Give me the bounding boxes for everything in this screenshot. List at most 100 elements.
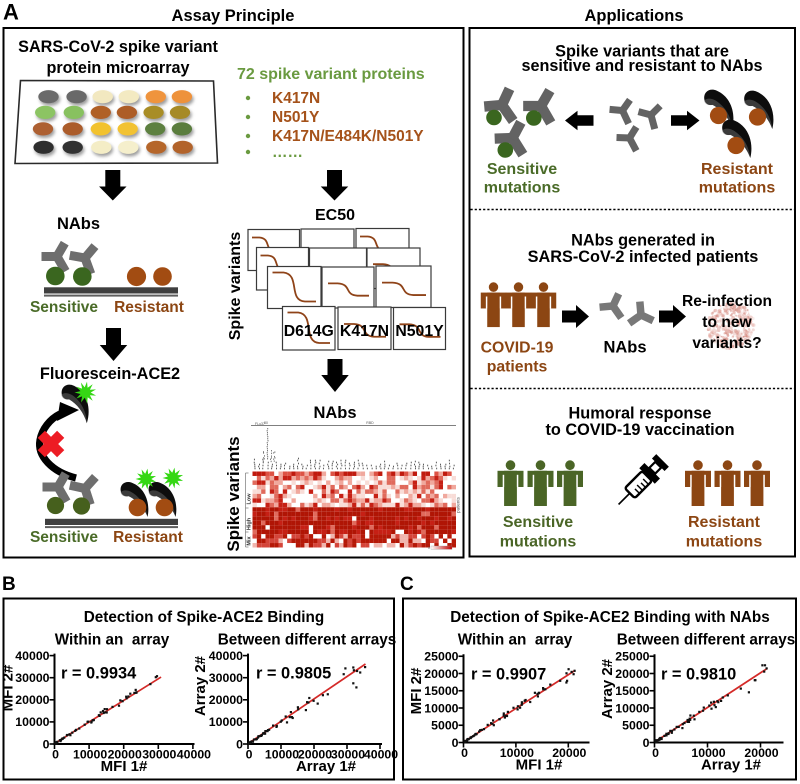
- svg-text:MFI 1#: MFI 1#: [516, 757, 563, 774]
- svg-text:10000: 10000: [209, 715, 243, 729]
- svg-text:20000: 20000: [209, 693, 243, 707]
- svg-text:0: 0: [652, 746, 659, 760]
- svg-text:FLu37: FLu37: [255, 422, 265, 426]
- svg-text:10000: 10000: [265, 748, 299, 762]
- svg-text:15000: 15000: [615, 684, 649, 698]
- svg-text:N501Y: N501Y: [272, 109, 320, 126]
- svg-text:10000: 10000: [615, 701, 649, 715]
- svg-text:5000: 5000: [431, 719, 459, 733]
- svg-text:Within an array: Within an array: [55, 632, 170, 649]
- svg-text:20000: 20000: [108, 748, 142, 762]
- svg-text:mutations: mutations: [484, 180, 561, 197]
- svg-text:SARS-CoV-2 spike variant: SARS-CoV-2 spike variant: [18, 38, 218, 56]
- svg-text:0: 0: [428, 546, 430, 550]
- svg-text:10000: 10000: [424, 701, 458, 715]
- svg-text:40000: 40000: [364, 748, 398, 762]
- svg-text:MFI 2#: MFI 2#: [408, 667, 425, 714]
- svg-text:20000: 20000: [298, 748, 332, 762]
- svg-text:K417N/E484K/N501Y: K417N/E484K/N501Y: [272, 128, 424, 145]
- svg-text:30000: 30000: [209, 671, 243, 685]
- svg-text:A: A: [3, 0, 19, 25]
- svg-text:variants?: variants?: [692, 335, 761, 352]
- svg-text:Array 1#: Array 1#: [296, 758, 357, 775]
- svg-text:Resistant: Resistant: [701, 161, 774, 178]
- svg-text:Resistant: Resistant: [113, 529, 183, 546]
- svg-text:NAbs: NAbs: [57, 215, 100, 233]
- svg-text:mutations: mutations: [686, 534, 763, 551]
- svg-text:10000: 10000: [691, 746, 725, 760]
- svg-text:Array 1#: Array 1#: [701, 757, 762, 774]
- svg-text:Sensitive: Sensitive: [30, 299, 98, 316]
- svg-text:COVID-19: COVID-19: [481, 340, 554, 357]
- svg-text:……: ……: [272, 144, 303, 161]
- svg-text:Detection of Spike-ACE2 Bindin: Detection of Spike-ACE2 Binding: [84, 609, 325, 626]
- svg-text:D614G: D614G: [284, 323, 334, 340]
- svg-text:r = 0.9907: r = 0.9907: [471, 665, 546, 683]
- svg-text:40000: 40000: [177, 748, 211, 762]
- svg-text:30000: 30000: [331, 748, 365, 762]
- svg-text:Fluorescein-ACE2: Fluorescein-ACE2: [40, 365, 180, 383]
- svg-text:30000: 30000: [142, 748, 176, 762]
- svg-text:40000: 40000: [209, 649, 243, 663]
- svg-text:RBD: RBD: [366, 421, 374, 425]
- svg-text:SARS-CoV-2 infected patients: SARS-CoV-2 infected patients: [528, 248, 759, 266]
- svg-text:Array 2#: Array 2#: [599, 658, 616, 719]
- svg-text:15000: 15000: [424, 684, 458, 698]
- svg-text:C: C: [400, 574, 414, 595]
- svg-text:r = 0.9810: r = 0.9810: [661, 665, 736, 683]
- svg-text:Humoral response: Humoral response: [569, 405, 712, 423]
- svg-text:30000: 30000: [15, 671, 49, 685]
- svg-text:Assay Principle: Assay Principle: [172, 7, 295, 25]
- svg-text:MFI 1#: MFI 1#: [101, 758, 148, 775]
- svg-text:Re-infection: Re-infection: [682, 293, 772, 310]
- svg-text:Sensitive: Sensitive: [487, 161, 557, 178]
- svg-text:Low: Low: [247, 493, 253, 505]
- svg-text:20000: 20000: [552, 746, 586, 760]
- svg-text:Within an array: Within an array: [458, 632, 573, 649]
- svg-text:25000: 25000: [424, 650, 458, 664]
- svg-text:Applications: Applications: [584, 7, 683, 25]
- svg-text:Spike variants: Spike variants: [224, 436, 243, 551]
- svg-text:0: 0: [461, 746, 468, 760]
- svg-text:sensitive and resistant to NAb: sensitive and resistant to NAbs: [521, 57, 762, 75]
- svg-text:0: 0: [246, 748, 253, 762]
- svg-text:20000: 20000: [15, 693, 49, 707]
- svg-text:K417N: K417N: [272, 90, 320, 107]
- svg-text:0: 0: [52, 748, 59, 762]
- svg-text:20000: 20000: [615, 667, 649, 681]
- svg-text:NAbs: NAbs: [603, 339, 646, 357]
- svg-text:patients: patients: [487, 359, 548, 376]
- svg-text:0: 0: [452, 736, 459, 750]
- svg-text:N501Y: N501Y: [395, 323, 444, 340]
- svg-text:0: 0: [236, 737, 243, 751]
- svg-text:NAbs: NAbs: [313, 404, 356, 422]
- svg-text:protein microarray: protein microarray: [46, 59, 189, 77]
- svg-text:Sensitive: Sensitive: [30, 529, 98, 546]
- svg-text:K417N: K417N: [340, 323, 389, 340]
- svg-text:80: 80: [264, 421, 268, 425]
- svg-text:0: 0: [643, 736, 650, 750]
- svg-text:40000: 40000: [15, 649, 49, 663]
- svg-text:Between different arrays: Between different arrays: [617, 632, 796, 649]
- svg-text:Resistant: Resistant: [688, 514, 761, 531]
- svg-text:to new: to new: [702, 314, 752, 331]
- svg-text:10000: 10000: [73, 748, 107, 762]
- svg-text:to COVID-19 vaccination: to COVID-19 vaccination: [545, 421, 734, 439]
- svg-text:Array 2#: Array 2#: [192, 655, 209, 716]
- svg-text:Mix: Mix: [247, 535, 253, 545]
- svg-text:10000: 10000: [500, 746, 534, 760]
- svg-text:MFI 2#: MFI 2#: [0, 664, 17, 711]
- svg-text:Detection of Spike-ACE2 Bindin: Detection of Spike-ACE2 Binding with NAb…: [450, 609, 770, 626]
- svg-text:72 spike variant proteins: 72 spike variant proteins: [237, 66, 425, 83]
- svg-text:patients: patients: [456, 496, 461, 513]
- svg-text:B: B: [2, 574, 16, 595]
- svg-text:High: High: [247, 517, 253, 530]
- svg-text:10000: 10000: [15, 715, 49, 729]
- svg-text:Sensitive: Sensitive: [503, 514, 573, 531]
- svg-text:20000: 20000: [424, 667, 458, 681]
- svg-text:20000: 20000: [744, 746, 778, 760]
- svg-text:NAbs generated in: NAbs generated in: [571, 232, 715, 250]
- svg-text:r = 0.9805: r = 0.9805: [256, 665, 331, 683]
- svg-text:0: 0: [43, 737, 50, 751]
- svg-text:mutations: mutations: [500, 534, 577, 551]
